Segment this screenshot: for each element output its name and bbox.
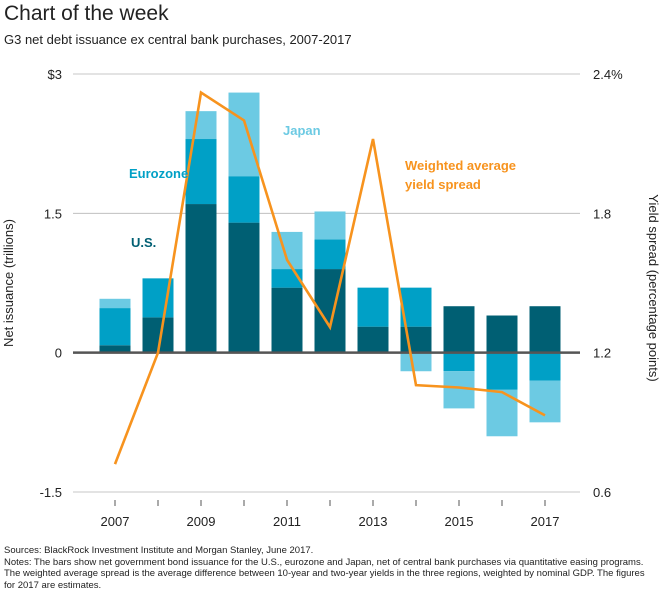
bar-segment (357, 287, 389, 327)
legend-label: Eurozone (129, 166, 188, 181)
bar-segment (99, 345, 131, 353)
bar-segment (314, 211, 346, 240)
bar-segment (443, 306, 475, 353)
x-tick-label: 2011 (273, 514, 301, 529)
bar-segment (185, 111, 217, 140)
bar-segment (99, 308, 131, 346)
bar-segment (314, 239, 346, 270)
legend-label: Weighted average (405, 158, 516, 173)
bar-segment (529, 352, 561, 381)
y2-tick-label: 1.2 (593, 346, 611, 361)
bar-segment (185, 139, 217, 205)
chart-subtitle: G3 net debt issuance ex central bank pur… (4, 32, 352, 47)
legend-label: yield spread (405, 177, 481, 192)
y-axis-label: Net issuance (trillions) (1, 219, 16, 347)
legend-label: Japan (283, 123, 321, 138)
x-tick-label: 2007 (101, 514, 130, 529)
y-tick-label: $3 (48, 67, 62, 82)
x-tick-label: 2017 (531, 514, 560, 529)
bar-segment (228, 92, 260, 177)
bar-segment (228, 222, 260, 353)
y2-axis-label: Yield spread (percentage points) (646, 194, 661, 381)
bar-segment (185, 204, 217, 353)
x-tick-label: 2009 (187, 514, 216, 529)
yield-spread-line (113, 90, 546, 465)
y2-tick-label: 1.8 (593, 206, 611, 221)
bar-segment (529, 306, 561, 353)
bar-segment (400, 352, 432, 372)
bar-segment (228, 176, 260, 223)
bar-segment (486, 315, 518, 353)
bar-segment (271, 287, 303, 353)
y-tick-label: 1.5 (44, 206, 62, 221)
bar-segment (99, 298, 131, 309)
y2-tick-label: 0.6 (593, 485, 611, 500)
chart-notes: Sources: BlackRock Investment Institute … (4, 545, 658, 591)
sources-text: Sources: BlackRock Investment Institute … (4, 545, 314, 556)
chart-title: Chart of the week (4, 2, 169, 25)
legend-label: U.S. (131, 235, 156, 250)
bar-segment (529, 380, 561, 423)
bar-segment (357, 326, 389, 353)
notes-text: Notes: The bars show net government bond… (4, 556, 645, 591)
bar-segment (271, 231, 303, 270)
y-tick-label: 0 (55, 346, 62, 361)
y-tick-label: -1.5 (40, 485, 62, 500)
bar-segment (443, 352, 475, 372)
x-tick-label: 2013 (359, 514, 388, 529)
y2-tick-label: 2.4% (593, 67, 623, 82)
bar-segment (486, 352, 518, 390)
x-tick-label: 2015 (445, 514, 474, 529)
stacked-bar-line-chart: $3 1.5 0 -1.5 2.4% 1.8 1.2 0.6 2007 2009 2011 2013 2… (1, 67, 661, 529)
